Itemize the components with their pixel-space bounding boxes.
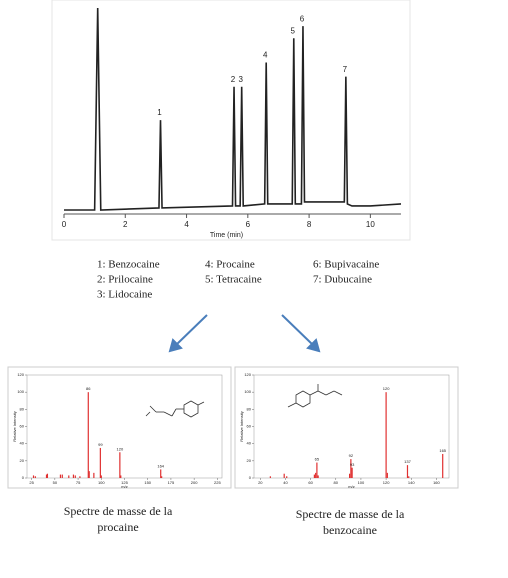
x-tick-label: 140 [408, 480, 415, 485]
trace [64, 7, 402, 211]
caption: Spectre de masse de la [64, 504, 173, 518]
peak-label: 2 [231, 75, 236, 84]
y-tick-label: 40 [20, 441, 25, 446]
x-tick-label: 8 [307, 220, 312, 229]
y-tick-label: 20 [247, 458, 252, 463]
x-tick-label: 2 [123, 220, 128, 229]
peak-label: 7 [343, 65, 348, 74]
x-tick-label: 60 [308, 480, 313, 485]
spectrum-frame [234, 366, 459, 489]
y-tick-label: 100 [244, 389, 251, 394]
x-tick-label: 50 [53, 480, 58, 485]
compound-name: 6: Bupivacaine [313, 259, 379, 271]
arrows [168, 314, 321, 353]
y-tick-label: 40 [247, 441, 252, 446]
x-tick-label: 100 [98, 480, 105, 485]
peak-mz: 99 [98, 442, 103, 447]
procaine-structure [145, 400, 205, 418]
peak-mz: 93 [350, 462, 355, 467]
x-tick-label: 20 [258, 480, 263, 485]
caption: procaine [97, 520, 138, 534]
x-tick-label: 100 [358, 480, 365, 485]
peak-mz: 92 [349, 453, 354, 458]
x-tick-label: 6 [246, 220, 251, 229]
x-tick-label: 75 [76, 480, 81, 485]
y-axis-label: Relative Intensity [239, 411, 244, 441]
peak-mz: 65 [315, 457, 320, 462]
x-tick-label: 160 [433, 480, 440, 485]
arrow-head [168, 338, 183, 353]
x-tick-label: 120 [383, 480, 390, 485]
y-tick-label: 20 [20, 458, 25, 463]
arrow-head [306, 338, 321, 353]
y-tick-label: 0 [22, 475, 25, 480]
compound-name: 1: Benzocaine [97, 259, 160, 271]
compound-name: 4: Procaine [205, 259, 255, 271]
arrow [175, 314, 208, 346]
x-tick-label: 125 [121, 480, 128, 485]
peak-mz: 137 [404, 459, 411, 464]
peak-label: 5 [291, 26, 296, 35]
x-tick-label: 225 [214, 480, 221, 485]
x-tick-label: 4 [184, 220, 189, 229]
y-tick-label: 80 [20, 406, 25, 411]
peak-label: 6 [300, 14, 305, 23]
x-tick-label: 25 [29, 480, 34, 485]
x-tick-label: 150 [144, 480, 151, 485]
compound-name: 7: Dubucaine [313, 274, 372, 286]
peak-mz: 120 [383, 386, 390, 391]
y-tick-label: 80 [247, 406, 252, 411]
x-tick-label: 80 [334, 480, 339, 485]
peak-mz: 120 [117, 446, 124, 451]
peak-mz: 165 [439, 448, 446, 453]
compound-name: 3: Lidocaine [97, 289, 152, 301]
x-tick-label: 200 [191, 480, 198, 485]
caption: benzocaine [323, 523, 377, 537]
y-tick-label: 60 [247, 424, 252, 429]
benzocaine-structure [287, 384, 343, 408]
y-axis-label: Relative Intensity [12, 411, 17, 441]
peak-mz: 164 [157, 463, 164, 468]
chromatogram-frame [51, 0, 411, 241]
x-axis-label: m/z [348, 484, 354, 489]
arrow [281, 314, 314, 346]
y-tick-label: 100 [17, 389, 24, 394]
compound-name: 2: Prilocaine [97, 274, 153, 286]
x-tick-label: 40 [283, 480, 288, 485]
caption: Spectre de masse de la [296, 507, 405, 521]
peak-label: 4 [263, 51, 268, 60]
x-tick-label: 175 [168, 480, 175, 485]
peak-label: 1 [157, 108, 162, 117]
x-axis-label: Time (min) [210, 232, 243, 239]
y-tick-label: 120 [17, 372, 24, 377]
compound-name: 5: Tetracaine [205, 274, 262, 286]
y-tick-label: 60 [20, 424, 25, 429]
y-tick-label: 0 [249, 475, 252, 480]
peak-label: 3 [238, 75, 243, 84]
x-axis-label: m/z [121, 484, 127, 489]
peak-mz: 86 [86, 386, 91, 391]
x-tick-label: 0 [62, 220, 67, 229]
y-tick-label: 120 [244, 372, 251, 377]
x-tick-label: 10 [366, 220, 375, 229]
